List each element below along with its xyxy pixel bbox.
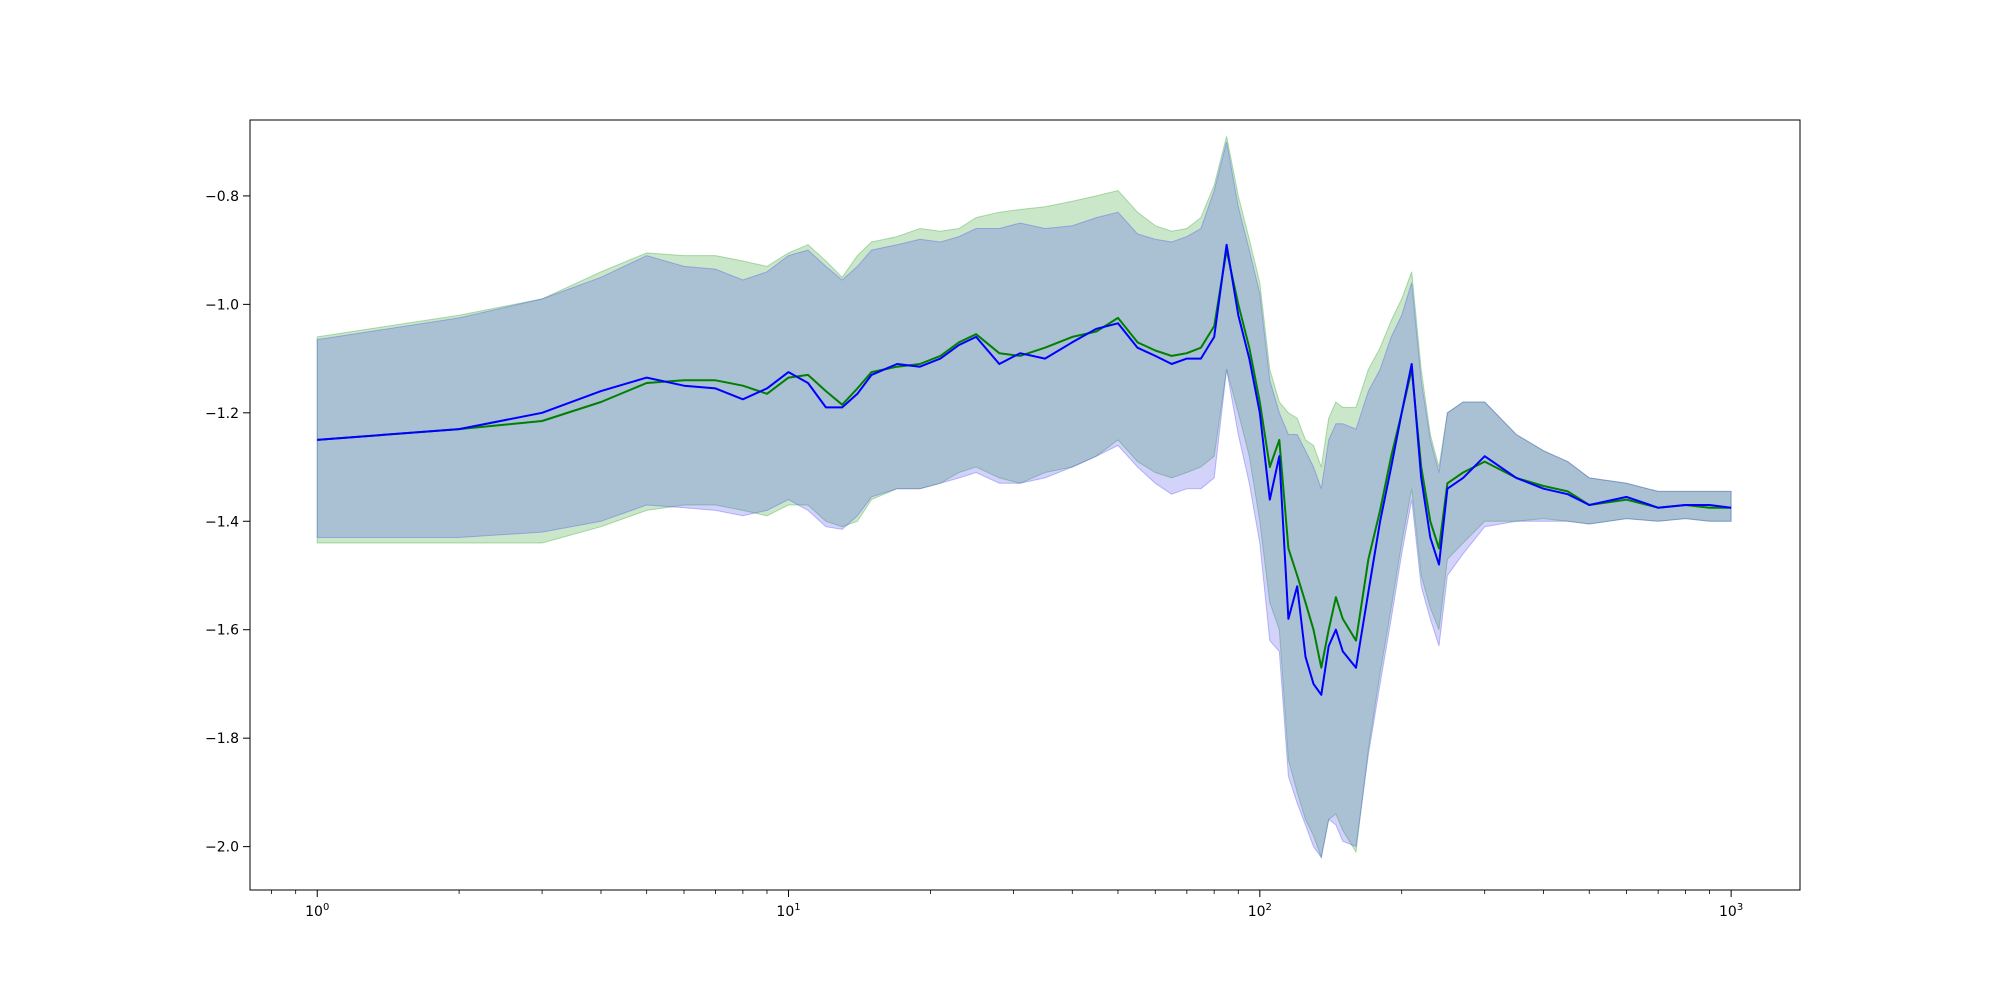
band-series-1	[316, 141, 1732, 859]
y-tick-label: −1.4	[205, 514, 239, 530]
series-lines	[317, 243, 1732, 696]
x-tick-label: 103	[1719, 902, 1743, 920]
y-tick-label: −2.0	[205, 840, 239, 856]
confidence-bands	[316, 136, 1732, 860]
x-tick-label: 102	[1248, 902, 1272, 920]
y-axis: −0.8 −1.0 −1.2 −1.4 −1.6 −1.8 −2.0	[205, 189, 250, 856]
line-series-1	[317, 243, 1732, 696]
y-tick-label: −1.6	[205, 623, 239, 639]
x-axis: 100 101 102 103	[271, 890, 1743, 920]
y-tick-label: −0.8	[205, 189, 239, 205]
y-tick-label: −1.2	[205, 406, 239, 422]
x-tick-label: 100	[305, 902, 329, 920]
line-series-0	[317, 249, 1732, 669]
x-tick-label: 101	[776, 902, 800, 920]
y-tick-label: −1.8	[205, 731, 239, 747]
plot-area-frame	[249, 119, 1801, 891]
band-series-0	[316, 136, 1732, 860]
y-tick-label: −1.0	[205, 297, 239, 313]
